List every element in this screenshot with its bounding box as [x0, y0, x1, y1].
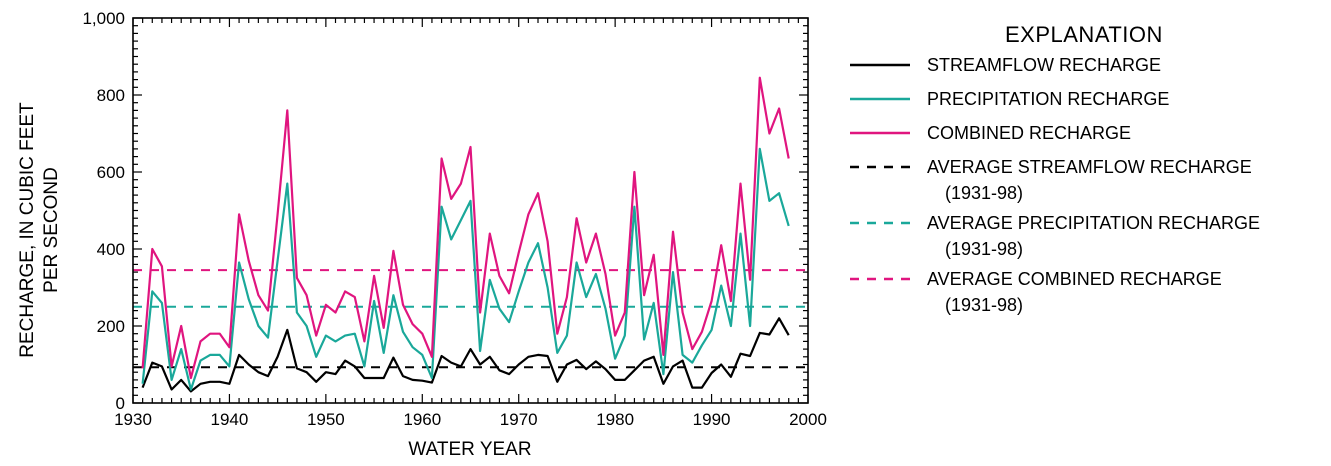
- legend-swatch: [850, 277, 910, 281]
- y-tick-label: 0: [116, 394, 125, 413]
- x-tick-label: 1930: [114, 410, 152, 429]
- legend-item-average-precipitation-recharge: AVERAGE PRECIPITATION RECHARGE (1931-98): [845, 212, 1325, 259]
- legend-swatch: [850, 97, 910, 101]
- legend-label: AVERAGE COMBINED RECHARGE: [927, 269, 1222, 289]
- legend-label: AVERAGE STREAMFLOW RECHARGE: [927, 157, 1252, 177]
- legend-item-combined-recharge: COMBINED RECHARGE: [845, 122, 1325, 152]
- y-tick-label: 400: [97, 240, 125, 259]
- y-tick-label: 1,000: [82, 9, 125, 28]
- legend-item-streamflow-recharge: STREAMFLOW RECHARGE: [845, 54, 1325, 84]
- series-layer: [133, 76, 808, 393]
- precipitation-recharge-line: [141, 147, 790, 391]
- x-tick-label: 1960: [403, 410, 441, 429]
- x-tick-label: 2000: [789, 410, 827, 429]
- x-axis-title: WATER YEAR: [408, 439, 531, 460]
- x-tick-label: 1950: [307, 410, 345, 429]
- legend-period: (1931-98): [945, 239, 1024, 259]
- legend-period: (1931-98): [945, 183, 1024, 203]
- legend-swatch: [850, 63, 910, 67]
- x-tick-label: 1990: [693, 410, 731, 429]
- legend-label: STREAMFLOW RECHARGE: [927, 55, 1162, 75]
- y-axis-title: RECHARGE, IN CUBIC FEET PER SECOND: [17, 102, 62, 358]
- y-axis-title-line-1: RECHARGE, IN CUBIC FEET: [17, 102, 38, 358]
- legend-label: COMBINED RECHARGE: [927, 123, 1132, 143]
- legend-item-precipitation-recharge: PRECIPITATION RECHARGE: [845, 88, 1325, 118]
- x-tick-label: 1980: [596, 410, 634, 429]
- legend-swatch: [850, 221, 910, 225]
- legend-swatch: [850, 131, 910, 135]
- y-tick-label: 200: [97, 317, 125, 336]
- legend-title: EXPLANATION: [1005, 22, 1163, 47]
- y-tick-label: 600: [97, 163, 125, 182]
- x-tick-label: 1940: [211, 410, 249, 429]
- legend-label: AVERAGE PRECIPITATION RECHARGE: [927, 213, 1261, 233]
- streamflow-recharge-line: [141, 317, 790, 393]
- y-tick-label: 800: [97, 86, 125, 105]
- legend-item-average-streamflow-recharge: AVERAGE STREAMFLOW RECHARGE (1931-98): [845, 156, 1325, 203]
- legend-swatch: [850, 165, 910, 169]
- legend-item-average-combined-recharge: AVERAGE COMBINED RECHARGE (1931-98): [845, 268, 1325, 315]
- legend-label: PRECIPITATION RECHARGE: [927, 89, 1170, 109]
- plot-area: [133, 76, 808, 393]
- legend-period: (1931-98): [945, 295, 1024, 315]
- y-axis-title-line-2: PER SECOND: [41, 167, 62, 293]
- x-tick-label: 1970: [500, 410, 538, 429]
- combined-recharge-line: [141, 76, 790, 380]
- axes: 1930 1940 1950 1960 1970 1980 1990 2000 0 200 400 6…: [82, 9, 826, 429]
